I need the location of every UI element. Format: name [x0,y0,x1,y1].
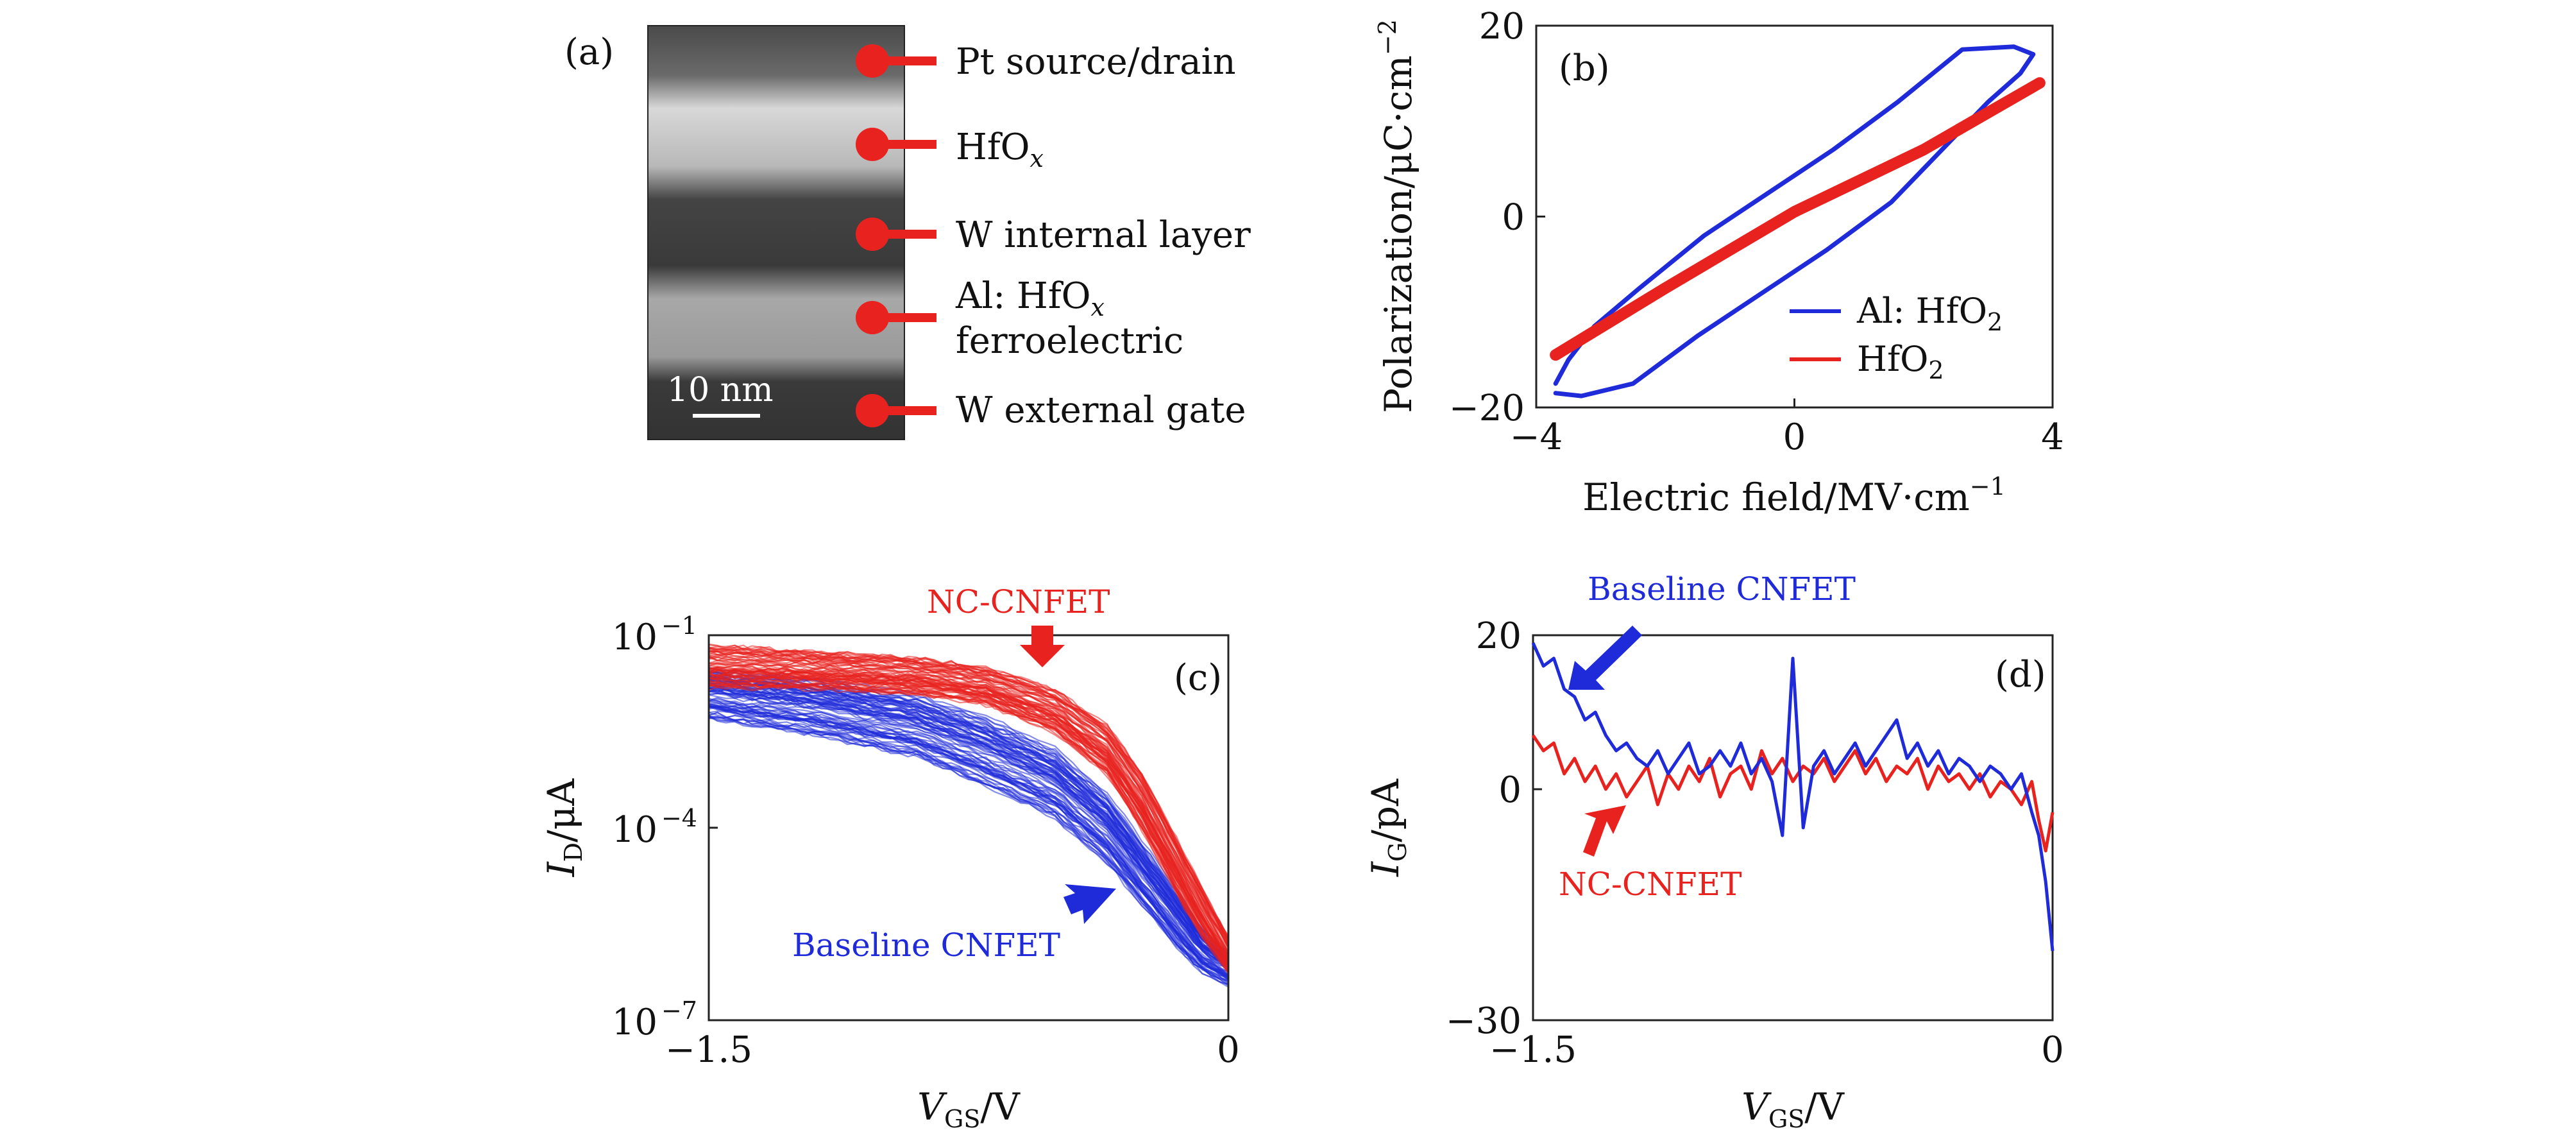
d-ytick-label: −30 [1446,1000,1521,1042]
c-xtick-label: 0 [1217,1029,1240,1071]
nc-cnfet-curve [708,678,1229,968]
baseline-cnfet-curve [708,697,1229,971]
b-xtick-label: −4 [1510,416,1563,458]
series-nc-cnfet-line [1531,734,2055,853]
c-xtick-label: −1.5 [665,1029,752,1071]
c-ytick-exponent: −4 [661,804,697,832]
b-xtick-label: 4 [2041,416,2064,458]
scalebar-label: 10 nm [667,371,774,409]
b-xtick-label: 0 [1783,416,1806,458]
baseline-cnfet-curve [708,677,1229,961]
panel-b-legend: Al: HfO2 HfO2 [1790,291,2003,384]
baseline-cnfet-curve [708,687,1229,968]
arrow-nc-cnfet-d-icon [1583,805,1626,857]
legend-label-hfo2: HfO2 [1857,339,1944,384]
panel-b-ylabel: Polarization/μC·cm−2 [1373,19,1420,413]
panel-c-series [708,643,1230,988]
baseline-cnfet-curve [708,684,1229,965]
layer-label-w-internal: W internal layer [956,214,1251,256]
arrow-baseline-cnfet-d-icon [1568,626,1642,690]
panel-b-label: (b) [1559,47,1610,89]
nc-cnfet-curve [708,660,1229,953]
panel-d-ticks: −1.5 0 −30 0 20 [1446,615,2064,1071]
baseline-cnfet-curve [708,717,1229,988]
layer-label-ferroelectric: ferroelectric [956,320,1183,362]
b-ytick-label: 20 [1479,6,1525,47]
baseline-cnfet-curve [708,697,1229,972]
layer-marker-pt [856,44,936,78]
d-ytick-label: 0 [1498,769,1521,811]
panel-b-series [1550,44,2046,398]
nc-cnfet-curve [708,667,1229,961]
nc-cnfet-curve [709,650,1229,941]
nc-cnfet-curve [708,680,1229,972]
nc-cnfet-curve [708,681,1229,971]
panel-b: (b) −4 0 4 −20 0 20 Electric field/MV·cm−1 Po… [1373,6,2064,519]
panel-d-label: (d) [1995,654,2046,696]
legend-label-al-hfo2: Al: HfO2 [1856,291,2003,336]
layer-label-w-external: W external gate [956,389,1246,431]
nc-cnfet-curve [708,649,1230,943]
baseline-cnfet-curve [708,706,1229,977]
panel-d-series [1531,642,2055,952]
arrow-nc-cnfet-icon [1020,626,1065,667]
panel-d: (d) −1.5 0 −30 0 20 VGS/V IG/pA Baseline CNF… [1364,570,2064,1133]
d-xtick-label: −1.5 [1489,1029,1577,1071]
panel-c-ylabel: ID/μA [539,778,588,878]
baseline-cnfet-curve [708,682,1229,965]
panel-a: (a) 10 nm Pt source/drain HfOx W interna… [564,25,1251,440]
layer-marker-al-hfox [856,301,936,334]
panel-c-label: (c) [1174,657,1222,699]
c-ytick-exponent: −1 [661,611,697,640]
panel-d-ylabel: IG/pA [1364,778,1412,877]
baseline-cnfet-curve [708,710,1229,979]
panel-b-ticks: −4 0 4 −20 0 20 [1449,6,2064,458]
c-ytick-exponent: −7 [661,996,697,1025]
baseline-cnfet-curve [708,712,1229,980]
layer-label-pt-source-drain: Pt source/drain [956,41,1236,83]
panel-d-xlabel: VGS/V [1741,1085,1845,1133]
nc-cnfet-curve [708,662,1229,955]
annotation-baseline-cnfet-d: Baseline CNFET [1588,570,1856,608]
panel-d-frame [1532,634,2054,1022]
panel-b-xlabel: Electric field/MV·cm−1 [1582,472,2006,519]
annotation-nc-cnfet-d: NC-CNFET [1559,866,1741,903]
c-ytick-label: 10 [612,1002,657,1043]
d-ytick-label: 20 [1476,615,1521,657]
panel-c-ticks: −1.5 010−110−410−7 [612,611,1240,1071]
b-ytick-label: −20 [1449,388,1525,429]
d-xtick-label: 0 [2041,1029,2064,1071]
b-ytick-label: 0 [1502,197,1525,239]
panel-c: (c) −1.5 010−110−410−7 VGS/V ID/μA NC-CNF… [539,583,1240,1133]
baseline-cnfet-curve [708,689,1229,970]
panel-c-xlabel: VGS/V [917,1085,1021,1133]
c-ytick-label: 10 [612,809,657,851]
series-baseline-cnfet-line [1531,642,2055,952]
series-hfo2-line [1550,77,2046,361]
c-ytick-label: 10 [612,617,657,658]
layer-label-hfox: HfOx [956,126,1044,173]
layer-marker-hfox [856,128,936,161]
annotation-baseline-cnfet: Baseline CNFET [792,927,1060,964]
annotation-nc-cnfet: NC-CNFET [927,583,1110,620]
nc-cnfet-curve [708,643,1229,940]
layer-label-al-hfox: Al: HfOx [955,275,1105,321]
arrow-baseline-cnfet-icon [1063,884,1116,924]
baseline-cnfet-curve [708,704,1229,980]
series-al-hfo2-line [1553,44,2036,398]
baseline-cnfet-curve [708,678,1229,964]
nc-cnfet-curve [708,653,1229,948]
layer-marker-w-external [856,394,936,427]
layer-marker-w-internal [856,218,936,251]
panel-a-label: (a) [564,31,614,73]
